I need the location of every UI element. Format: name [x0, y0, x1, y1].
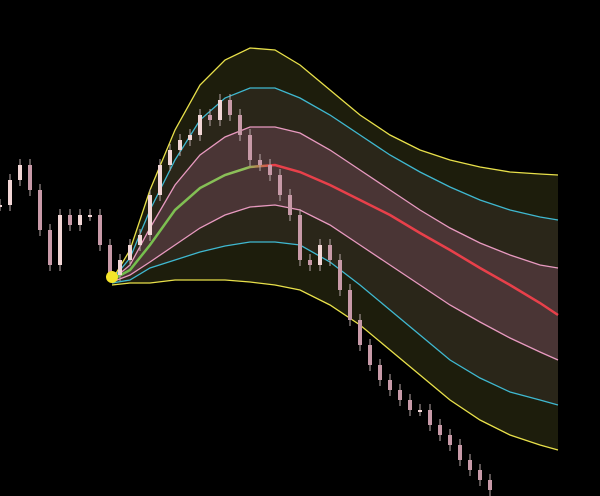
candle: [118, 260, 122, 275]
band-line: [111, 126, 559, 281]
candle: [298, 215, 302, 260]
candle: [268, 165, 272, 175]
band-fill: [112, 127, 558, 315]
candle: [398, 390, 402, 400]
candle: [228, 100, 232, 115]
candle: [28, 165, 32, 190]
band-fill: [112, 242, 558, 450]
candle: [148, 195, 152, 235]
candle: [378, 365, 382, 380]
candle: [308, 260, 312, 265]
candle: [278, 175, 282, 195]
candle: [108, 245, 112, 275]
candle: [448, 435, 452, 445]
candle: [248, 135, 252, 160]
candle: [178, 140, 182, 150]
candle: [418, 410, 422, 412]
candle: [388, 380, 392, 390]
candle: [238, 115, 242, 135]
band-fill: [112, 205, 558, 405]
candle: [458, 445, 462, 460]
anchor-dot: [106, 271, 118, 283]
candle: [158, 165, 162, 195]
candle: [0, 205, 2, 207]
candle: [38, 190, 42, 230]
candle: [318, 245, 322, 265]
candle: [98, 215, 102, 245]
candle: [128, 245, 132, 260]
candle: [58, 215, 62, 265]
candle: [288, 195, 292, 215]
candle: [198, 115, 202, 135]
candle: [368, 345, 372, 365]
candle: [68, 215, 72, 225]
band-line: [111, 47, 559, 281]
candle: [88, 215, 92, 217]
candle: [18, 165, 22, 180]
candle: [438, 425, 442, 435]
candle: [78, 215, 82, 225]
candle: [168, 150, 172, 165]
candle: [188, 135, 192, 140]
candle: [428, 410, 432, 425]
candle: [8, 180, 12, 205]
candle: [488, 480, 492, 490]
band-line: [111, 204, 559, 361]
candle: [138, 235, 142, 245]
candle: [408, 400, 412, 410]
candle: [338, 260, 342, 290]
band-line: [111, 87, 559, 281]
band-line: [111, 279, 559, 451]
candle: [208, 115, 212, 120]
candle: [478, 470, 482, 480]
candle: [468, 460, 472, 470]
band-fill: [112, 165, 558, 360]
band-line: [111, 241, 559, 406]
candle: [258, 160, 262, 165]
band-fill: [112, 88, 558, 280]
center-line: [111, 163, 559, 317]
candle: [328, 245, 332, 260]
candle: [348, 290, 352, 320]
candle: [358, 320, 362, 345]
candle: [48, 230, 52, 265]
candle: [218, 100, 222, 120]
